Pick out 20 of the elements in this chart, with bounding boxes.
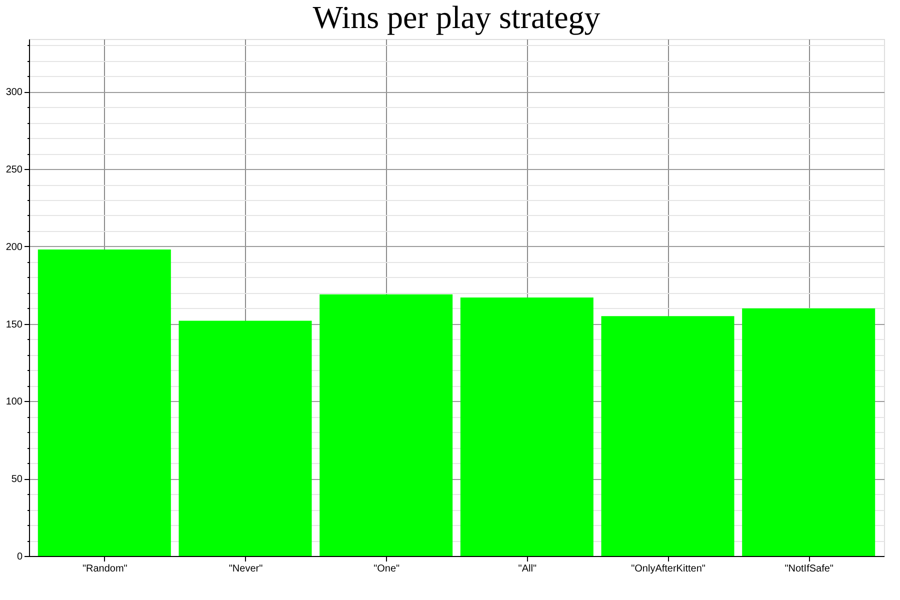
x-tick-label: "OnlyAfterKitten" — [631, 564, 706, 574]
y-tick-label: 200 — [6, 242, 23, 253]
bar — [320, 294, 453, 556]
bar — [38, 250, 171, 556]
x-tick-label: "Random" — [82, 564, 128, 574]
y-tick-label: 300 — [6, 87, 23, 98]
bar — [601, 316, 734, 556]
bar — [742, 308, 876, 556]
y-tick-label: 50 — [11, 474, 23, 486]
bar — [460, 298, 594, 556]
y-tick-label: 100 — [6, 396, 23, 408]
x-tick-label: "All" — [518, 564, 537, 574]
x-tick-label: "NotIfSafe" — [784, 564, 834, 574]
y-tick-label: 0 — [16, 552, 23, 562]
x-tick-label: "One" — [374, 564, 400, 574]
bar — [178, 320, 312, 556]
y-tick-label: 150 — [6, 319, 23, 330]
y-tick-label: 250 — [6, 164, 23, 176]
x-tick-label: "Never" — [228, 564, 264, 574]
chart-title: Wins per play strategy — [312, 0, 600, 35]
